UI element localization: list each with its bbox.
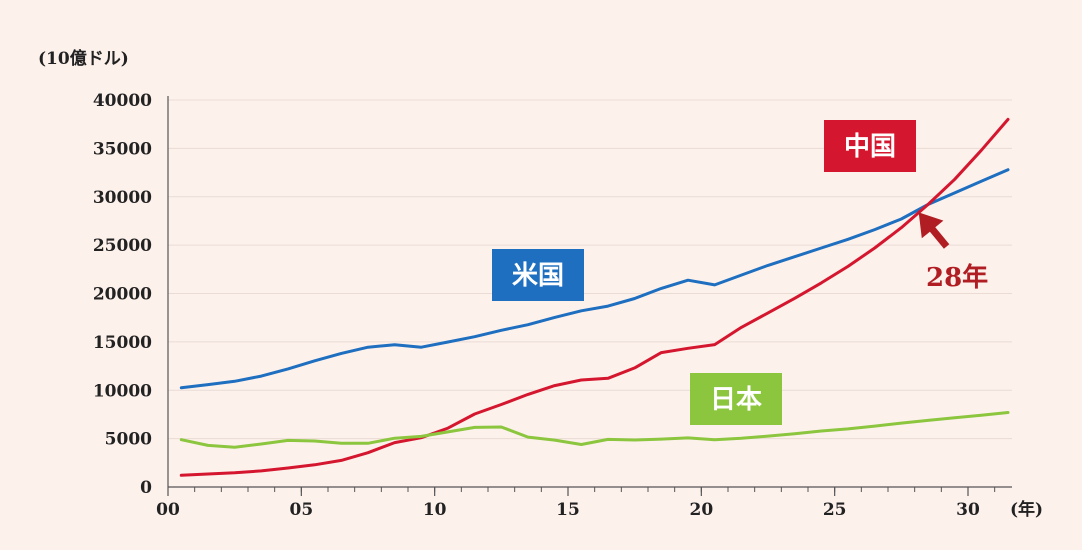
x-axis-ticks: 00 05 10 15 20 25 30: [156, 500, 980, 520]
series-label-china: 中国: [844, 132, 896, 162]
annotation-arrow: [918, 212, 950, 249]
x-tick-label: 25: [823, 500, 847, 520]
x-axis-unit-label: (年): [1010, 499, 1043, 520]
x-tick-label: 20: [689, 500, 713, 520]
x-tick-label: 15: [556, 500, 580, 520]
y-tick-label: 30000: [93, 188, 152, 208]
x-tick-label: 00: [156, 500, 180, 520]
y-axis-ticks: 0 5000 10000 15000 20000 25000 30000 35000 40000: [93, 91, 152, 498]
series-lines: [179, 117, 1010, 477]
axes: [167, 96, 1012, 496]
annotations: 28年: [918, 212, 988, 293]
y-tick-label: 15000: [93, 333, 152, 353]
series-label-box-china: [824, 120, 916, 172]
series-label-japan: 日本: [710, 385, 762, 415]
y-tick-label: 20000: [93, 285, 152, 305]
x-tick-label: 30: [956, 500, 980, 520]
y-axis-unit-label: (10億ドル): [38, 48, 129, 69]
y-tick-label: 5000: [105, 430, 152, 450]
series-line-usa: [179, 168, 1010, 390]
y-tick-label: 35000: [93, 139, 152, 159]
annotation-crossover-year: 28年: [926, 262, 988, 293]
y-tick-label: 25000: [93, 236, 152, 256]
series-line-japan: [179, 411, 1010, 449]
gridlines: [168, 99, 1012, 440]
series-label-usa: 米国: [512, 261, 564, 291]
x-tick-label: 10: [423, 500, 447, 520]
y-tick-label: 40000: [93, 91, 152, 111]
y-tick-label: 10000: [93, 381, 152, 401]
series-label-box-japan: [690, 373, 782, 425]
x-tick-label: 05: [289, 500, 313, 520]
y-tick-label: 0: [140, 478, 152, 498]
series-line-china: [179, 117, 1010, 477]
series-label-box-usa: [492, 249, 584, 301]
